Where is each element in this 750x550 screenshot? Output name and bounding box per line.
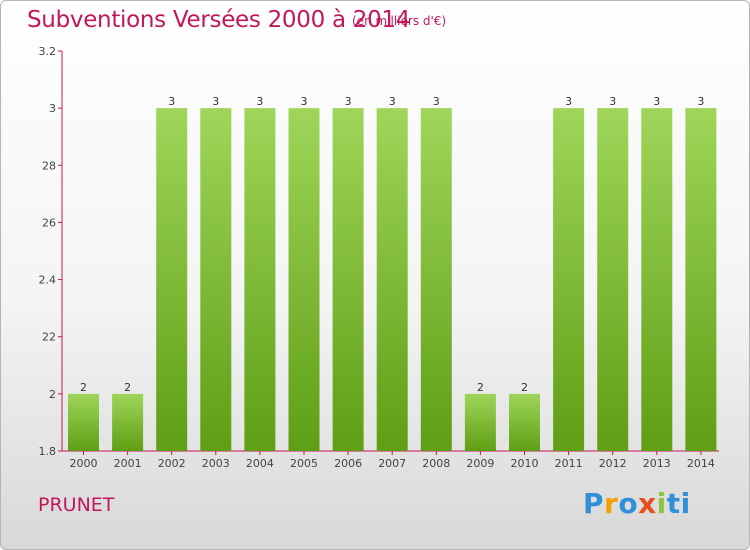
unit-note: (en milliers d'€) bbox=[352, 14, 447, 28]
y-tick-label: 2.4 bbox=[39, 274, 57, 287]
x-tick-label: 2008 bbox=[422, 457, 450, 470]
bar-layer bbox=[68, 108, 717, 452]
y-tick-label: 28 bbox=[42, 159, 56, 172]
data-label: 3 bbox=[212, 95, 219, 108]
x-tick-label: 2003 bbox=[202, 457, 230, 470]
y-tick-label: 3.2 bbox=[39, 45, 57, 58]
x-tick-label: 2010 bbox=[511, 457, 539, 470]
bar bbox=[244, 108, 276, 452]
data-label: 3 bbox=[345, 95, 352, 108]
bar bbox=[597, 108, 629, 452]
bar bbox=[553, 108, 585, 452]
x-tick-label: 2011 bbox=[555, 457, 583, 470]
x-tick-label: 2013 bbox=[643, 457, 671, 470]
bar bbox=[288, 108, 320, 452]
x-tick-label: 2005 bbox=[290, 457, 318, 470]
y-tick-label: 1.8 bbox=[39, 445, 57, 458]
data-label: 2 bbox=[80, 381, 87, 394]
y-tick-label: 3 bbox=[49, 102, 56, 115]
data-label: 3 bbox=[565, 95, 572, 108]
data-label: 3 bbox=[389, 95, 396, 108]
bar bbox=[464, 393, 496, 451]
label-layer: 2 2000 2 2001 3 2002 3 2003 3 2004 3 2005 3 2006 3 2007… bbox=[70, 95, 715, 470]
data-label: 2 bbox=[521, 381, 528, 394]
y-tick-label: 26 bbox=[42, 216, 56, 229]
proxiti-logo: Proxiti bbox=[583, 487, 691, 520]
x-tick-label: 2000 bbox=[70, 457, 98, 470]
chart-title: Subventions Versées 2000 à 2014 bbox=[27, 7, 411, 33]
data-label: 3 bbox=[168, 95, 175, 108]
bar bbox=[68, 393, 99, 451]
place-name: PRUNET bbox=[38, 494, 115, 516]
x-tick-label: 2002 bbox=[158, 457, 186, 470]
y-tick-label: 2 bbox=[49, 388, 56, 401]
bar bbox=[156, 108, 188, 452]
bar bbox=[332, 108, 364, 452]
data-label: 3 bbox=[697, 95, 704, 108]
data-label: 3 bbox=[433, 95, 440, 108]
x-tick-label: 2001 bbox=[114, 457, 142, 470]
data-label: 3 bbox=[653, 95, 660, 108]
data-label: 2 bbox=[477, 381, 484, 394]
x-tick-label: 2007 bbox=[378, 457, 406, 470]
bar bbox=[685, 108, 717, 452]
y-tick-label: 22 bbox=[42, 331, 56, 344]
data-label: 2 bbox=[124, 381, 131, 394]
bar bbox=[420, 108, 452, 452]
x-tick-label: 2006 bbox=[334, 457, 362, 470]
bar bbox=[509, 393, 540, 451]
data-label: 3 bbox=[609, 95, 616, 108]
x-tick-label: 2009 bbox=[466, 457, 494, 470]
data-label: 3 bbox=[256, 95, 263, 108]
bar bbox=[376, 108, 408, 452]
bar bbox=[112, 393, 144, 451]
x-tick-label: 2004 bbox=[246, 457, 274, 470]
x-tick-label: 2012 bbox=[599, 457, 627, 470]
bar bbox=[641, 108, 673, 452]
x-tick-label: 2014 bbox=[687, 457, 715, 470]
data-label: 3 bbox=[301, 95, 308, 108]
bar bbox=[200, 108, 232, 452]
